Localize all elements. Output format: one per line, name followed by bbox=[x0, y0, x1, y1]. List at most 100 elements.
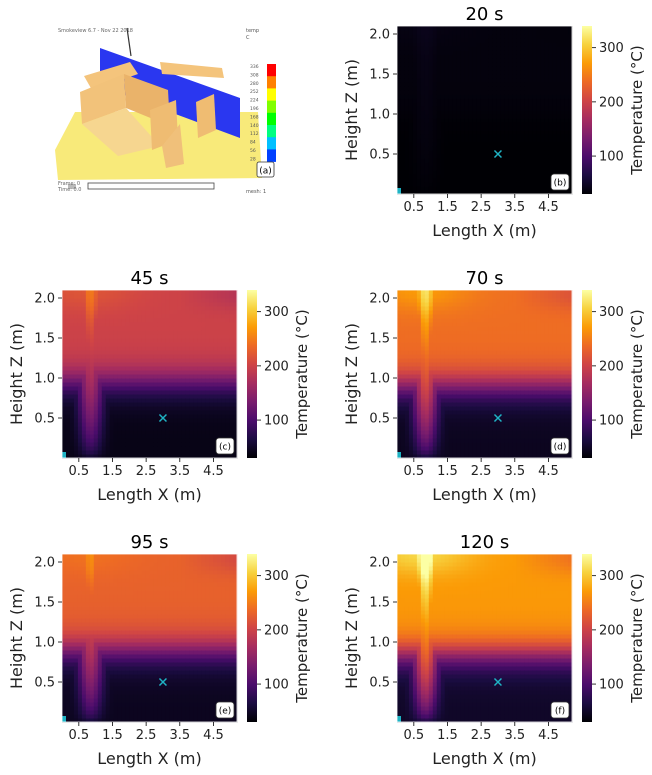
heatmap-cell bbox=[452, 378, 458, 383]
heatmap-cell bbox=[125, 430, 131, 435]
heatmap-cell bbox=[117, 426, 123, 431]
heatmap-cell bbox=[173, 322, 178, 327]
heatmap-cell bbox=[452, 450, 458, 455]
heatmap-cell bbox=[472, 62, 478, 67]
heatmap-cell bbox=[480, 38, 485, 43]
heatmap-cell bbox=[81, 354, 87, 359]
heatmap-cell bbox=[500, 190, 505, 195]
heatmap-cell bbox=[213, 406, 218, 411]
heatmap-cell bbox=[105, 318, 111, 323]
heatmap-cell bbox=[400, 410, 406, 415]
heatmap-cell bbox=[436, 46, 442, 51]
heatmap-cell bbox=[564, 150, 569, 155]
heatmap-cell bbox=[436, 146, 442, 151]
heatmap-cell bbox=[169, 334, 174, 339]
heatmap-cell bbox=[205, 382, 210, 387]
heatmap-cell bbox=[472, 370, 478, 375]
heatmap-cell bbox=[69, 318, 75, 323]
heatmap-cell bbox=[556, 98, 561, 103]
heatmap-cell bbox=[101, 338, 107, 343]
panel-label-box bbox=[215, 437, 235, 455]
heatmap-cell bbox=[113, 450, 119, 455]
heatmap-cell bbox=[484, 394, 489, 399]
heatmap-cell bbox=[412, 50, 418, 55]
heatmap-cell bbox=[408, 94, 414, 99]
heatmap-cell bbox=[560, 114, 565, 119]
heatmap-cell bbox=[544, 178, 549, 183]
heatmap-cell bbox=[408, 314, 414, 319]
heatmap-cell bbox=[65, 430, 71, 435]
heatmap-cell bbox=[397, 78, 402, 83]
heatmap-cell bbox=[65, 314, 71, 319]
heatmap-cell bbox=[137, 446, 143, 451]
heatmap-cell bbox=[488, 382, 493, 387]
heatmap-cell bbox=[444, 130, 450, 135]
heatmap-cell bbox=[556, 42, 561, 47]
heatmap-cell bbox=[129, 426, 135, 431]
heatmap-cell bbox=[480, 410, 485, 415]
heatmap-cell bbox=[456, 54, 462, 59]
heatmap-cell bbox=[464, 118, 470, 123]
heatmap-cell bbox=[412, 446, 418, 451]
heatmap-cell bbox=[137, 334, 143, 339]
heatmap-cell bbox=[404, 34, 410, 39]
heatmap-cell bbox=[217, 370, 222, 375]
heatmap-cell bbox=[420, 386, 426, 391]
heatmap-cell bbox=[420, 78, 426, 83]
heatmap-cell bbox=[568, 30, 573, 35]
heatmap-cell bbox=[141, 294, 147, 299]
heatmap-cell bbox=[101, 354, 107, 359]
heatmap-cell bbox=[468, 438, 474, 443]
heatmap-cell bbox=[165, 454, 170, 459]
heatmap-cell bbox=[137, 326, 143, 331]
heatmap-cell bbox=[516, 146, 521, 151]
heatmap-cell bbox=[97, 374, 103, 379]
heatmap-cell bbox=[157, 402, 162, 407]
heatmap-cell bbox=[444, 430, 450, 435]
heatmap-cell bbox=[229, 350, 234, 355]
heatmap-cell bbox=[464, 338, 470, 343]
heatmap-cell bbox=[77, 390, 83, 395]
heatmap-cell bbox=[436, 142, 442, 147]
heatmap-cell bbox=[436, 330, 442, 335]
heatmap-cell bbox=[428, 102, 434, 107]
heatmap-cell bbox=[464, 190, 470, 195]
heatmap-cell bbox=[73, 382, 79, 387]
heatmap-cell bbox=[416, 378, 422, 383]
heatmap-cell bbox=[97, 438, 103, 443]
heatmap-cell bbox=[62, 314, 67, 319]
heatmap-cell bbox=[69, 426, 75, 431]
heatmap-cell bbox=[492, 38, 497, 43]
heatmap-cell bbox=[480, 426, 485, 431]
heatmap-cell bbox=[416, 390, 422, 395]
heatmap-cell bbox=[129, 446, 135, 451]
scene-header-text: Smokeview 6.7 - Nov 22 2018 bbox=[58, 28, 133, 34]
heatmap-cell bbox=[89, 410, 95, 415]
heatmap-cell bbox=[448, 62, 454, 67]
heatmap-cell bbox=[460, 54, 466, 59]
heatmap-cell bbox=[440, 358, 446, 363]
heatmap-cell bbox=[500, 50, 505, 55]
heatmap-cell bbox=[516, 26, 521, 31]
heatmap-cell bbox=[229, 346, 234, 351]
heatmap-cell bbox=[229, 326, 234, 331]
heatmap-cell bbox=[65, 322, 71, 327]
heatmap-cell bbox=[436, 74, 442, 79]
heatmap-cell bbox=[444, 66, 450, 71]
heatmap-cell bbox=[456, 142, 462, 147]
heatmap-cell bbox=[564, 34, 569, 39]
heatmap-cell bbox=[109, 298, 115, 303]
heatmap-cell bbox=[408, 102, 414, 107]
heatmap-cell bbox=[129, 338, 135, 343]
heatmap-cell bbox=[185, 354, 190, 359]
heatmap-cell bbox=[500, 70, 505, 75]
heatmap-cell bbox=[97, 298, 103, 303]
heatmap-cell bbox=[460, 150, 466, 155]
heatmap-cell bbox=[145, 382, 150, 387]
heatmap-cell bbox=[420, 338, 426, 343]
heatmap-cell bbox=[81, 454, 87, 459]
heatmap-cell bbox=[145, 386, 150, 391]
heatmap-cell bbox=[556, 102, 561, 107]
heatmap-cell bbox=[484, 62, 489, 67]
heatmap-cell bbox=[141, 362, 147, 367]
